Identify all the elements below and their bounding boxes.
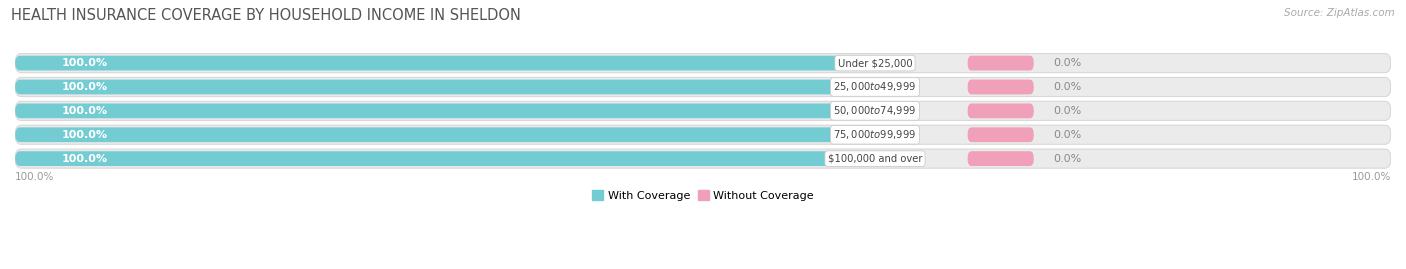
Text: 100.0%: 100.0%	[62, 154, 107, 164]
Text: 0.0%: 0.0%	[1053, 106, 1081, 116]
Text: 0.0%: 0.0%	[1053, 154, 1081, 164]
FancyBboxPatch shape	[15, 77, 1391, 97]
Text: 100.0%: 100.0%	[1351, 172, 1391, 182]
FancyBboxPatch shape	[15, 101, 1391, 121]
FancyBboxPatch shape	[15, 127, 875, 142]
FancyBboxPatch shape	[15, 56, 875, 70]
Text: 100.0%: 100.0%	[62, 58, 107, 68]
Text: $25,000 to $49,999: $25,000 to $49,999	[834, 80, 917, 94]
Text: 100.0%: 100.0%	[15, 172, 55, 182]
Text: 100.0%: 100.0%	[62, 130, 107, 140]
FancyBboxPatch shape	[15, 149, 1391, 168]
Text: 0.0%: 0.0%	[1053, 130, 1081, 140]
Text: 0.0%: 0.0%	[1053, 58, 1081, 68]
FancyBboxPatch shape	[967, 127, 1033, 142]
Text: HEALTH INSURANCE COVERAGE BY HOUSEHOLD INCOME IN SHELDON: HEALTH INSURANCE COVERAGE BY HOUSEHOLD I…	[11, 8, 522, 23]
Text: 0.0%: 0.0%	[1053, 82, 1081, 92]
FancyBboxPatch shape	[967, 56, 1033, 70]
Text: $100,000 and over: $100,000 and over	[828, 154, 922, 164]
FancyBboxPatch shape	[15, 80, 875, 94]
FancyBboxPatch shape	[15, 125, 1391, 144]
Legend: With Coverage, Without Coverage: With Coverage, Without Coverage	[588, 186, 818, 205]
Text: $50,000 to $74,999: $50,000 to $74,999	[834, 104, 917, 117]
FancyBboxPatch shape	[967, 151, 1033, 166]
FancyBboxPatch shape	[15, 151, 875, 166]
FancyBboxPatch shape	[967, 104, 1033, 118]
Text: 100.0%: 100.0%	[62, 106, 107, 116]
Text: 100.0%: 100.0%	[62, 82, 107, 92]
FancyBboxPatch shape	[15, 54, 1391, 73]
FancyBboxPatch shape	[967, 80, 1033, 94]
Text: Source: ZipAtlas.com: Source: ZipAtlas.com	[1284, 8, 1395, 18]
Text: $75,000 to $99,999: $75,000 to $99,999	[834, 128, 917, 141]
FancyBboxPatch shape	[15, 104, 875, 118]
Text: Under $25,000: Under $25,000	[838, 58, 912, 68]
